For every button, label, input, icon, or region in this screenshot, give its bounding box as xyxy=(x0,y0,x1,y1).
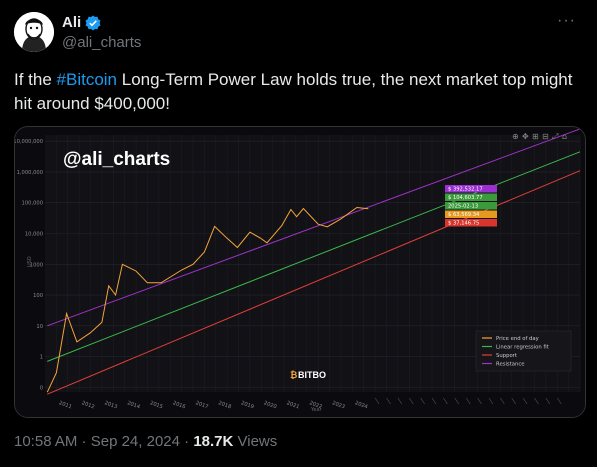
tweet-time[interactable]: 10:58 AM xyxy=(14,433,78,450)
tweet-footer: 10:58 AM · Sep 24, 2024 · 18.7K Views xyxy=(14,433,277,450)
y-axis-label: USD xyxy=(27,256,33,267)
x-tick-label: 2024 xyxy=(354,400,369,410)
tweet-date[interactable]: Sep 24, 2024 xyxy=(90,433,180,450)
y-tick-label: 100,000 xyxy=(22,201,43,207)
power-law-chart: 10,000,0001,000,000100,00010,00010001001… xyxy=(15,127,585,417)
toolbar-icons: ⊕ ✥ ⊞ ⊟ ⤢ ⌂ xyxy=(512,132,567,141)
x-tick-mark xyxy=(534,397,539,405)
x-tick-mark xyxy=(420,397,425,405)
x-tick-mark xyxy=(431,397,437,405)
x-tick-mark xyxy=(545,397,551,405)
price-series xyxy=(46,206,369,393)
tweet-text-suffix: Long-Term Power Law holds true, the next… xyxy=(14,70,573,113)
footer-separator: · xyxy=(77,433,91,450)
x-tick-label: 2022 xyxy=(308,400,322,410)
x-tick-mark xyxy=(443,397,448,405)
hashtag-link[interactable]: #Bitcoin xyxy=(56,70,118,89)
x-tick-mark xyxy=(522,397,528,405)
avatar[interactable] xyxy=(14,12,54,52)
chart-legend: Price end of day Linear regression fit Sup… xyxy=(475,330,572,372)
price-tag-label: $ 37,146.75 xyxy=(448,221,479,227)
band-resistance xyxy=(47,128,581,327)
price-tags: $ 392,532.17 $ 104,603.77 2025-02-13 $ 63,5… xyxy=(445,185,497,227)
price-tag-label: 2025-02-13 xyxy=(448,204,478,210)
verified-badge-icon xyxy=(85,15,101,30)
y-tick-label: 0 xyxy=(40,385,43,391)
y-tick-labels: 10,000,0001,000,000100,00010,00010001001… xyxy=(15,139,43,391)
author-handle[interactable]: @ali_charts xyxy=(62,34,142,51)
avatar-illustration-icon xyxy=(14,12,54,52)
y-tick-label: 10 xyxy=(36,324,43,330)
x-axis-label: Year xyxy=(310,407,323,413)
price-tag xyxy=(445,202,497,210)
tweet-header: Ali @ali_charts ··· xyxy=(14,12,584,60)
legend-label: Resistance xyxy=(496,362,525,368)
x-tick-label: 2016 xyxy=(172,400,186,410)
x-tick-mark xyxy=(465,397,471,405)
views-count: 18.7K xyxy=(193,433,234,450)
price-tag xyxy=(445,193,497,201)
x-tick-mark xyxy=(500,397,505,405)
legend-label: Price end of day xyxy=(496,336,539,342)
x-tick-label: 2018 xyxy=(217,400,231,410)
pan-icon[interactable]: ✥ xyxy=(522,132,529,141)
watermark-text: @ali_charts xyxy=(63,149,170,170)
footer-separator: · xyxy=(179,433,194,450)
x-tick-label: 2019 xyxy=(240,400,254,410)
zoom-icon[interactable]: ⊕ xyxy=(512,132,519,141)
x-tick-label: 2014 xyxy=(126,400,141,410)
zoom-in-icon[interactable]: ⊞ xyxy=(532,132,539,141)
tweet-text: If the #Bitcoin Long-Term Power Law hold… xyxy=(14,68,584,116)
x-tick-label: 2017 xyxy=(195,400,209,410)
x-tick-label: 2021 xyxy=(286,400,300,410)
price-tag-label: $ 392,532.17 xyxy=(448,187,483,193)
y-tick-label: 1000 xyxy=(30,262,43,268)
price-tag xyxy=(445,185,497,193)
x-tick-mark xyxy=(511,397,516,405)
y-tick-label: 10,000,000 xyxy=(15,139,43,145)
x-tick-mark xyxy=(556,397,562,405)
x-tick-label: 2011 xyxy=(58,400,72,410)
author-name[interactable]: Ali xyxy=(62,14,82,31)
y-tick-label: 1,000,000 xyxy=(17,170,43,176)
price-tag-label: $ 63,569.34 xyxy=(448,212,480,218)
more-options-icon[interactable]: ··· xyxy=(557,12,576,29)
y-tick-label: 1 xyxy=(40,355,43,361)
home-icon[interactable]: ⌂ xyxy=(562,132,567,141)
y-tick-label: 10,000 xyxy=(25,231,43,237)
price-tag xyxy=(445,219,497,227)
price-tag-label: $ 104,603.77 xyxy=(448,195,483,201)
x-tick-labels: 2011 2012 2013 2014 2015 2016 2017 2018 2019 2020… xyxy=(58,397,562,411)
x-tick-label: 2015 xyxy=(149,400,163,410)
bitbo-logo-icon: ₿ xyxy=(290,370,297,380)
x-tick-label: 2020 xyxy=(263,400,277,410)
legend-label: Linear regression fit xyxy=(496,345,549,351)
views-label: Views xyxy=(233,433,278,450)
legend-label: Support xyxy=(496,353,517,359)
price-tag xyxy=(445,210,497,218)
tweet-text-prefix: If the xyxy=(14,70,57,89)
name-row: Ali xyxy=(62,14,101,31)
x-tick-mark xyxy=(409,397,414,405)
bitbo-brand: ₿ BITBO xyxy=(290,370,326,380)
zoom-out-icon[interactable]: ⊟ xyxy=(542,132,549,141)
x-tick-mark xyxy=(454,397,460,405)
bitbo-brand-text: BITBO xyxy=(298,370,326,380)
x-tick-label: 2012 xyxy=(81,400,95,410)
x-tick-mark xyxy=(374,397,380,405)
x-tick-mark xyxy=(488,397,494,405)
price-line xyxy=(46,206,369,393)
x-tick-label: 2023 xyxy=(331,400,345,410)
x-tick-label: 2013 xyxy=(104,400,118,410)
x-tick-mark xyxy=(386,397,391,405)
tweet-media-chart[interactable]: 10,000,000 1,000,000 100,000 10,000 1000 100 1… xyxy=(14,126,586,418)
x-tick-mark xyxy=(477,397,482,405)
y-tick-label: 100 xyxy=(33,293,43,299)
x-tick-mark xyxy=(397,397,403,405)
autoscale-icon[interactable]: ⤢ xyxy=(551,132,558,141)
